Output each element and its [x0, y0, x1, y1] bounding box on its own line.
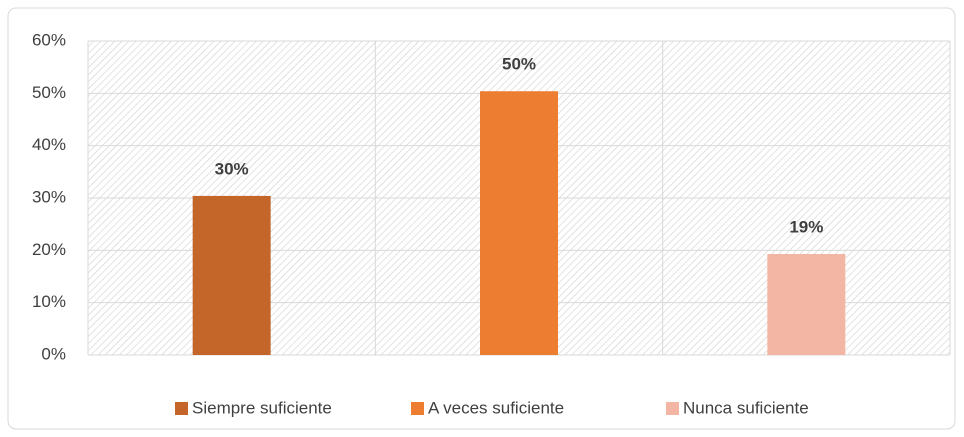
bar — [480, 91, 558, 356]
data-label: 19% — [789, 217, 823, 236]
legend-label: A veces suficiente — [428, 398, 564, 417]
y-tick-label: 0% — [41, 344, 66, 363]
data-label: 30% — [215, 159, 249, 178]
y-tick-label: 10% — [32, 292, 66, 311]
bar — [767, 253, 846, 355]
y-tick-label: 60% — [32, 30, 66, 49]
y-tick-label: 30% — [32, 187, 66, 206]
y-tick-label: 40% — [32, 135, 66, 154]
y-tick-label: 50% — [32, 83, 66, 102]
legend-swatch — [175, 402, 188, 415]
data-label: 50% — [502, 55, 536, 74]
y-tick-label: 20% — [32, 240, 66, 259]
bar — [192, 195, 271, 355]
legend-swatch — [666, 402, 679, 415]
legend-label: Siempre suficiente — [192, 398, 332, 417]
legend-label: Nunca suficiente — [683, 398, 809, 417]
legend-swatch — [411, 402, 424, 415]
